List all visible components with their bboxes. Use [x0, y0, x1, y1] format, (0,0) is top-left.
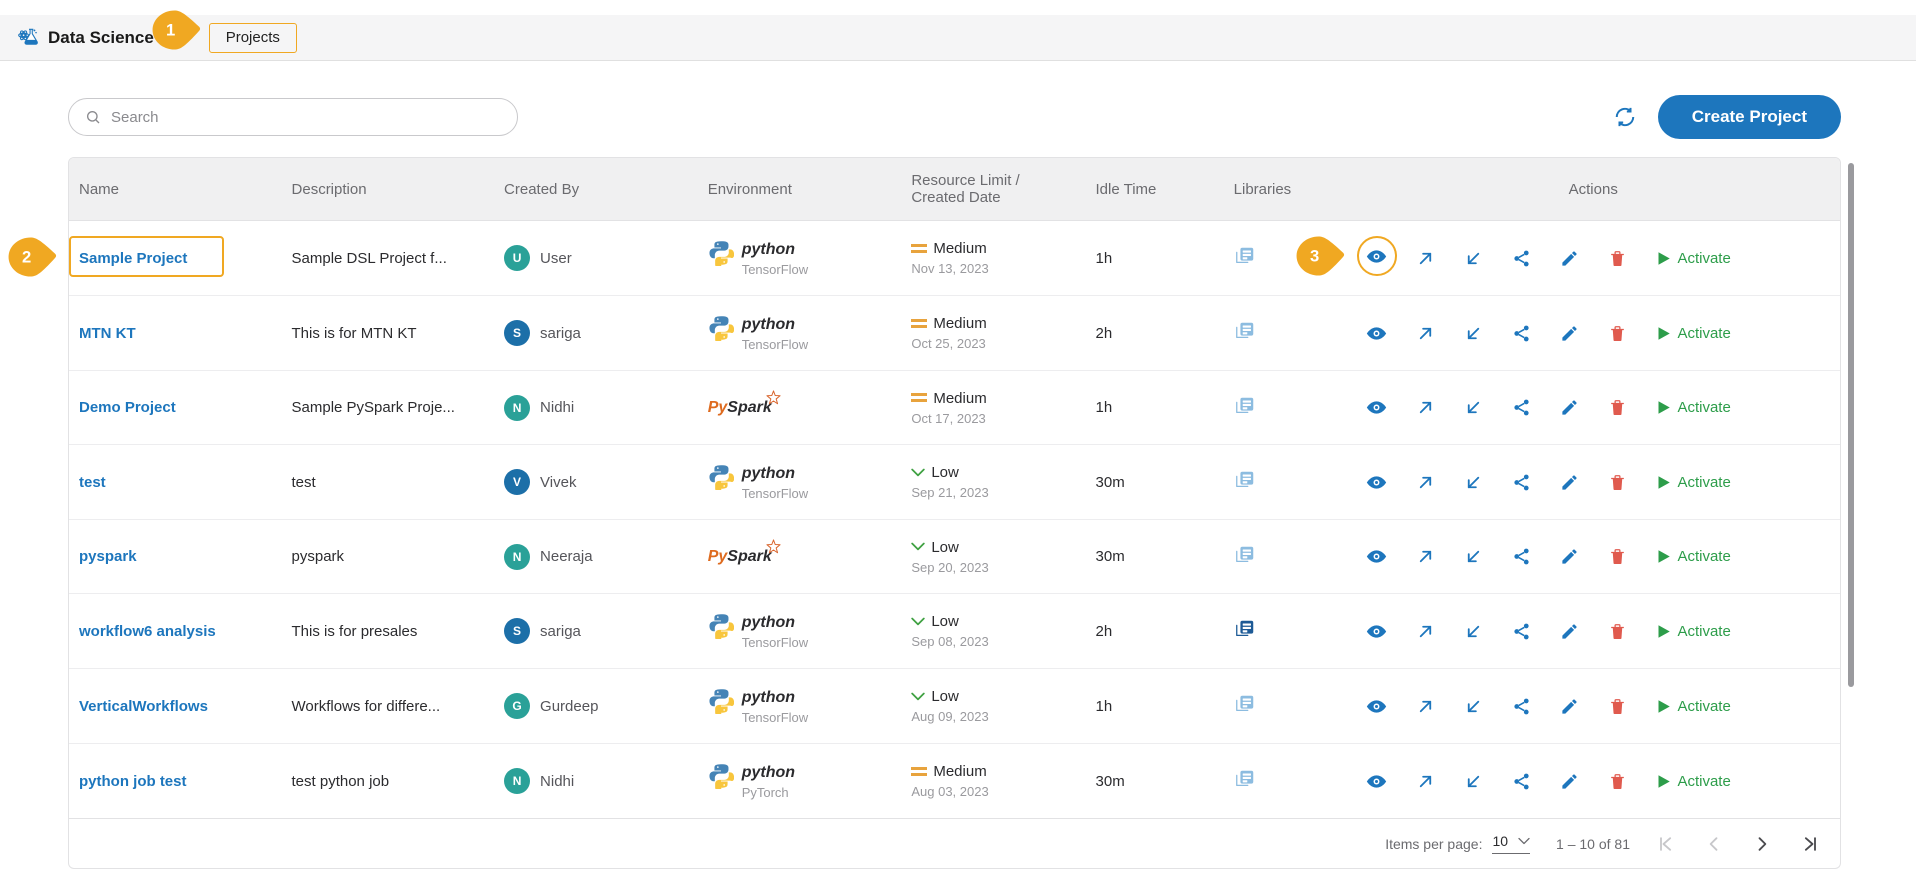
svg-text:3: 3: [1310, 246, 1319, 265]
svg-text:2: 2: [22, 247, 31, 266]
svg-text:1: 1: [166, 20, 175, 39]
